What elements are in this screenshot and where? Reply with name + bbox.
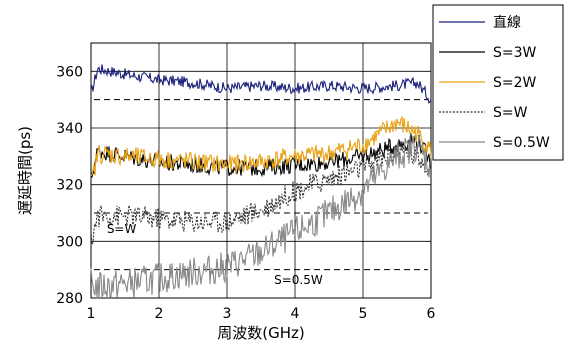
- y-tick-label: 300: [56, 234, 83, 250]
- series-line-2: [90, 115, 432, 177]
- x-tick-label: 2: [155, 306, 164, 322]
- y-tick-label: 340: [56, 121, 83, 137]
- y-tick-label: 320: [56, 178, 83, 194]
- series-line-0: [90, 64, 432, 104]
- legend-label: 直線: [493, 14, 521, 31]
- x-tick-label: 6: [427, 306, 436, 322]
- annotation-label: S=W: [107, 222, 137, 236]
- legend-label: S=3W: [493, 45, 537, 61]
- x-tick-label: 4: [291, 306, 300, 322]
- reference-lines: [94, 99, 428, 271]
- x-tick-label: 3: [223, 306, 232, 322]
- y-tick-label: 360: [56, 64, 83, 80]
- series-line-4: [90, 135, 432, 299]
- legend-label: S=0.5W: [493, 135, 550, 151]
- series-lines: [90, 64, 432, 299]
- series-line-3: [90, 140, 432, 247]
- x-axis-label: 周波数(GHz): [217, 324, 304, 342]
- x-tick-label: 5: [359, 306, 368, 322]
- annotation-label: S=0.5W: [274, 273, 323, 287]
- y-tick-label: 280: [56, 291, 83, 307]
- y-axis-label: 遅延時間(ps): [16, 126, 34, 215]
- annotations: S=W S=0.5W: [107, 222, 323, 287]
- x-tick-label: 1: [87, 306, 96, 322]
- axes: 1 2 3 4 5 6 280 300 320 340 360 周波数(GHz) 遅延時間(ps): [16, 64, 436, 342]
- legend-label: S=2W: [493, 75, 537, 91]
- legend-label: S=W: [493, 105, 528, 121]
- series-line-1: [90, 133, 432, 178]
- legend: 直線 S=3W S=2W S=W S=0.5W: [432, 4, 564, 161]
